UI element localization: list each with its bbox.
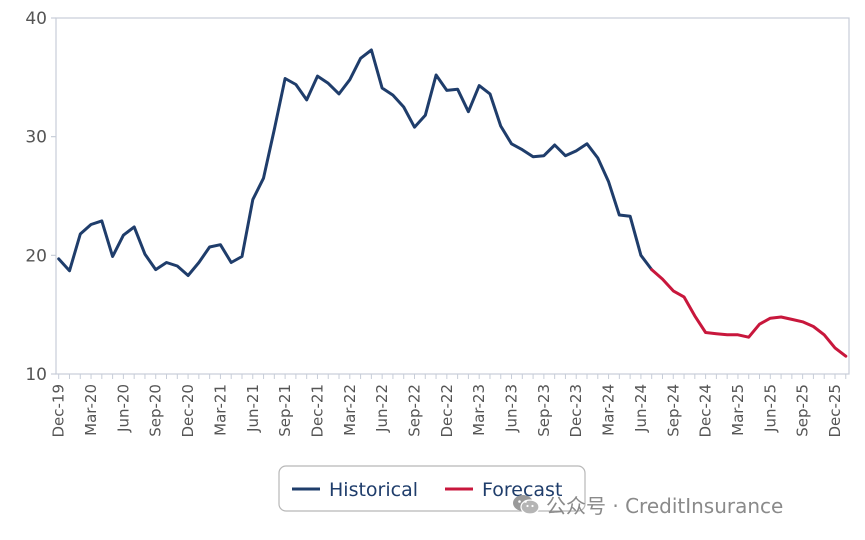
- x-tick-label: Mar-22: [341, 384, 359, 436]
- x-tick-label: Dec-21: [308, 384, 326, 438]
- x-tick-label: Dec-24: [697, 384, 715, 438]
- x-tick-label: Sep-20: [147, 384, 165, 437]
- x-tick-label: Dec-20: [179, 384, 197, 438]
- x-tick-label: Dec-22: [438, 384, 456, 438]
- series-line-forecast: [650, 268, 848, 358]
- x-tick-label: Jun-24: [632, 384, 650, 433]
- legend-box: [278, 465, 586, 512]
- watermark: 公众号 · CreditInsurance: [512, 490, 783, 519]
- x-tick-label: Mar-21: [211, 384, 229, 436]
- x-tick-label: Jun-20: [114, 384, 132, 433]
- legend: Historical Forecast: [278, 465, 586, 512]
- x-tick-label: Jun-22: [373, 384, 391, 433]
- x-tick-label: Dec-23: [567, 384, 585, 438]
- y-axis-ticks: 10 20 30 40: [25, 9, 56, 385]
- y-tick-label: 30: [25, 128, 47, 148]
- x-tick-label: Dec-25: [826, 384, 844, 438]
- watermark-text: 公众号 · CreditInsurance: [546, 494, 784, 518]
- plot-area-border: [55, 17, 850, 375]
- x-tick-label: Mar-20: [82, 384, 100, 436]
- x-axis-ticks: Dec-19 Mar-20 Jun-20 Sep-20 Dec-20 Mar-21 Jun-…: [50, 374, 847, 438]
- x-tick-label: Sep-23: [535, 384, 553, 437]
- x-tick-label: Jun-25: [761, 384, 779, 433]
- y-tick-label: 10: [25, 365, 47, 385]
- x-tick-label: Sep-22: [405, 384, 423, 437]
- x-tick-label: Jun-23: [503, 384, 521, 433]
- x-tick-label: Sep-21: [276, 384, 294, 437]
- series-line-historical: [57, 48, 654, 277]
- legend-label-forecast: Forecast: [482, 479, 562, 501]
- wechat-icon: [513, 495, 540, 515]
- x-tick-label: Dec-19: [50, 384, 68, 438]
- x-tick-label: Jun-21: [244, 384, 262, 433]
- series-lines: [57, 48, 848, 358]
- y-tick-label: 20: [25, 246, 47, 266]
- x-tick-label: Sep-24: [664, 384, 682, 437]
- legend-label-historical: Historical: [329, 479, 418, 501]
- x-tick-label: Sep-25: [794, 384, 812, 437]
- x-tick-label: Mar-25: [729, 384, 747, 436]
- y-tick-label: 40: [25, 9, 47, 29]
- x-tick-label: Mar-24: [600, 384, 618, 436]
- x-tick-label: Mar-23: [470, 384, 488, 436]
- axes: [55, 17, 850, 375]
